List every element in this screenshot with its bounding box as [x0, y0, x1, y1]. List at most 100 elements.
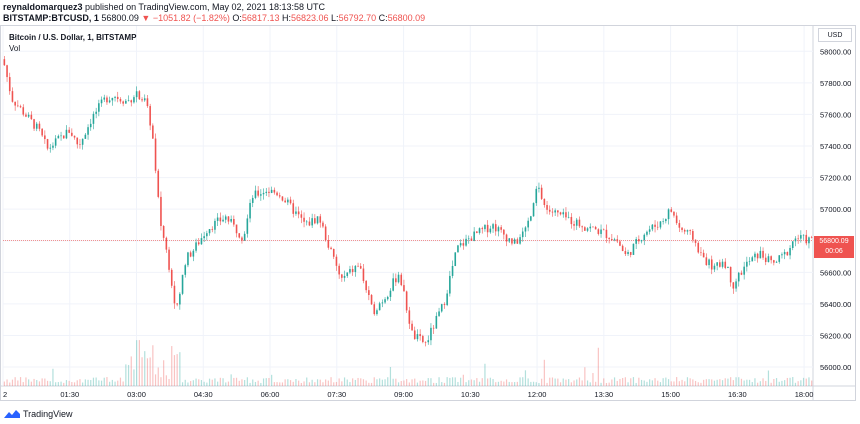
volume-bar: [22, 382, 24, 386]
tradingview-brand[interactable]: TradingView: [4, 408, 73, 420]
currency-button[interactable]: USD: [818, 28, 852, 42]
volume-bar: [640, 379, 643, 386]
volume-bar: [271, 374, 273, 386]
volume-bar: [98, 380, 100, 386]
volume-bar: [497, 381, 500, 386]
volume-bar: [673, 381, 675, 386]
candle-body: [735, 281, 737, 289]
volume-bar: [257, 380, 259, 386]
volume-bar: [740, 378, 743, 386]
volume-bar: [265, 378, 267, 386]
candle-body: [57, 135, 60, 139]
volume-bar: [657, 380, 659, 386]
candle-body: [187, 252, 189, 266]
volume-bar: [225, 382, 227, 386]
candle-body: [192, 250, 195, 257]
volume-bar: [811, 380, 813, 386]
candle-body: [794, 238, 797, 242]
volume-bar: [530, 381, 532, 386]
volume-bar: [343, 377, 346, 386]
volume-bar: [754, 378, 756, 386]
volume-bar: [427, 378, 429, 386]
volume-bar: [457, 381, 459, 386]
volume-bar: [543, 359, 545, 386]
candle-body: [92, 113, 95, 124]
candle-body: [184, 265, 187, 275]
candle-body: [449, 275, 451, 294]
candle-body: [303, 217, 305, 222]
candle-body: [470, 238, 473, 241]
candle-body: [540, 187, 543, 199]
volume-bar: [157, 367, 159, 386]
candle-body: [667, 209, 670, 220]
volume-bar: [154, 374, 157, 386]
volume-bar: [249, 382, 251, 386]
volume-bar: [584, 367, 586, 386]
candle-body: [791, 241, 794, 248]
volume-bar: [381, 379, 383, 386]
candle-body: [411, 323, 413, 331]
candle-body: [419, 334, 421, 337]
candle-body: [740, 272, 743, 275]
candle-body: [179, 293, 181, 305]
candle-body: [292, 203, 295, 214]
volume-bar: [532, 381, 535, 386]
candle-body: [629, 252, 632, 255]
candle-body: [435, 315, 438, 329]
volume-bar: [30, 381, 32, 386]
volume-bar: [632, 377, 635, 386]
volume-bar: [789, 377, 791, 386]
volume-bar: [233, 377, 235, 386]
candle-body: [692, 231, 694, 240]
candle-body: [62, 135, 65, 139]
candle-body: [665, 219, 667, 222]
volume-bar: [217, 381, 219, 386]
candle-body: [257, 190, 259, 196]
brand-label: TradingView: [23, 409, 73, 419]
candle-body: [440, 304, 443, 312]
candle-body: [662, 221, 664, 222]
candle-body: [681, 227, 683, 230]
candle-body: [548, 209, 551, 212]
candle-body: [235, 224, 238, 234]
candle-body: [675, 215, 678, 224]
candle-body: [287, 199, 289, 203]
candle-body: [116, 96, 119, 99]
volume-bar: [689, 378, 691, 386]
candle-body: [494, 224, 497, 232]
volume-bar: [646, 381, 648, 386]
volume-bar: [697, 382, 699, 386]
volume-bar: [241, 379, 243, 386]
candle-body: [135, 91, 138, 98]
candle-body: [581, 226, 583, 228]
candle-body: [176, 303, 178, 305]
volume-bar: [68, 380, 70, 386]
ohlc-l-label: L:: [331, 13, 339, 23]
volume-bar: [165, 375, 167, 386]
candle-body: [697, 242, 700, 253]
volume-bar: [44, 378, 46, 386]
volume-bar: [389, 367, 392, 386]
candle-body: [335, 256, 338, 266]
candle-body: [530, 216, 532, 221]
candle-body: [748, 261, 751, 262]
candle-body: [41, 128, 43, 136]
candle-body: [149, 106, 151, 126]
volume-bar: [708, 379, 710, 386]
volume-bar: [384, 379, 386, 386]
candle-body: [327, 240, 330, 248]
volume-bar: [6, 379, 8, 386]
author-name[interactable]: reynaldomarquez3: [3, 2, 83, 12]
candle-body: [424, 342, 427, 343]
candle-body: [351, 269, 354, 273]
volume-bar: [190, 381, 192, 386]
volume-bar: [454, 377, 456, 386]
volume-bar: [576, 379, 578, 386]
candle-body: [52, 145, 54, 148]
x-tick-label: 10:30: [461, 390, 480, 399]
volume-bar: [468, 380, 470, 386]
volume-bar: [651, 380, 653, 386]
volume-bar: [203, 381, 205, 386]
candle-body: [451, 265, 454, 276]
